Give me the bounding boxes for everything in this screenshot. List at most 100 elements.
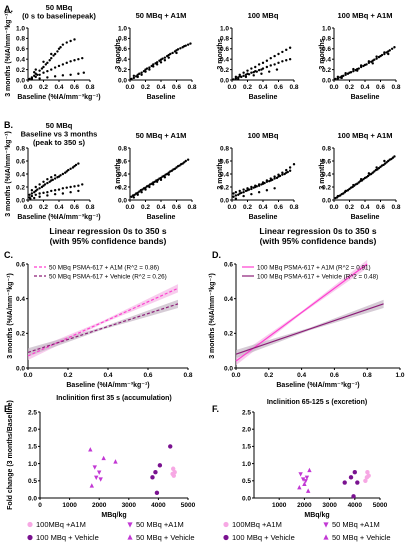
data-point xyxy=(171,473,176,478)
x-tick-label: 0.2 xyxy=(243,84,252,91)
data-point xyxy=(355,480,360,485)
y-tick-label: 0.8 xyxy=(16,145,25,152)
data-point xyxy=(132,196,136,199)
y-tick-label: 0.2 xyxy=(16,67,25,74)
chart-title: 100 MBq xyxy=(248,11,279,20)
y-tick-label: 0.0 xyxy=(28,495,37,502)
data-point xyxy=(51,178,54,182)
data-point xyxy=(77,162,80,165)
shared-legend: 100MBq +A1M 100MBq +A1M 50 MBq +A1M 50 MBq … xyxy=(27,520,391,542)
data-point xyxy=(34,75,37,79)
x-tick-label: 0.4 xyxy=(360,84,369,91)
data-point xyxy=(65,186,68,189)
data-point xyxy=(53,75,57,78)
x-tick-label: 0.6 xyxy=(143,372,152,379)
x-axis-label: Baseline xyxy=(351,214,380,221)
data-point xyxy=(56,50,59,53)
data-point xyxy=(238,73,241,77)
y-tick-label: 0.2 xyxy=(118,67,127,74)
x-tick-label: 0.2 xyxy=(141,84,150,91)
data-point xyxy=(163,176,167,179)
y-tick-label: 0.8 xyxy=(322,145,331,152)
data-point-triangle-down xyxy=(97,470,102,475)
data-point xyxy=(69,185,72,189)
data-point xyxy=(148,66,151,69)
legend-label: 100 MBq PSMA-617 + Vehicle (R^2 = 0.48) xyxy=(257,273,378,280)
chart-title: (with 95% confidence bands) xyxy=(260,236,377,246)
data-point xyxy=(77,189,80,193)
x-tick-label: 0.0 xyxy=(227,204,236,211)
data-point xyxy=(250,187,253,191)
x-tick-label: 1000 xyxy=(272,502,287,509)
x-axis-label: Baseline xyxy=(249,94,278,101)
data-point xyxy=(359,64,363,67)
x-tick-label: 0.8 xyxy=(183,372,192,379)
chart-title: Linear regression 0s to 350 s xyxy=(49,226,166,236)
data-point-triangle-up xyxy=(302,481,307,486)
data-point xyxy=(184,44,187,47)
data-point xyxy=(365,470,370,475)
x-tick-label: 0.2 xyxy=(39,204,48,211)
data-point-triangle-down xyxy=(98,477,103,482)
x-tick-label: 0.4 xyxy=(258,204,267,211)
x-axis-label: Baseline xyxy=(249,214,278,221)
y-axis-label: 3 months (%IA/mm⁻³kg⁻¹) xyxy=(5,11,12,97)
data-point xyxy=(30,78,34,81)
data-point xyxy=(265,179,269,182)
data-point xyxy=(38,69,41,72)
data-point xyxy=(292,163,296,166)
x-tick-label: 0.4 xyxy=(103,372,112,379)
y-tick-label: 0.6 xyxy=(224,261,233,268)
legend-label: 100 MBq + Vehicle xyxy=(232,533,295,542)
data-point xyxy=(250,67,253,70)
legend-label: 50 MBq PSMA-617 + Vehicle (R^2 = 0.26) xyxy=(49,273,167,280)
data-point xyxy=(77,58,80,61)
data-point xyxy=(175,51,178,55)
data-point xyxy=(29,197,32,200)
x-axis-label: Baseline xyxy=(147,214,176,221)
y-tick-label: 0.6 xyxy=(220,46,229,53)
data-point xyxy=(42,191,45,195)
data-point xyxy=(38,187,41,190)
data-point xyxy=(189,42,192,45)
x-tick-label: 0.8 xyxy=(391,204,400,211)
chart-title: 100 MBq xyxy=(248,131,279,140)
y-tick-label: 0.0 xyxy=(118,77,127,84)
data-point xyxy=(148,68,151,71)
chart-panel-b2: 50 MBq + A1M 0.0 0.2 0.4 0.6 0.8 0.0 0.2 0.4 0.6 0… xyxy=(115,131,197,221)
data-point xyxy=(73,185,76,188)
y-tick-label: 1.0 xyxy=(16,25,25,32)
y-tick-label: 0.4 xyxy=(224,296,233,303)
y-tick-label: 0.4 xyxy=(118,57,127,64)
y-tick-label: 0.0 xyxy=(16,77,25,84)
x-tick-label: 5000 xyxy=(373,502,388,509)
x-tick-label: 0.4 xyxy=(258,84,267,91)
regression-line xyxy=(27,303,179,353)
data-point xyxy=(171,51,174,55)
data-point xyxy=(155,180,159,183)
data-point xyxy=(36,73,39,77)
chart-title: Inclinition first 35 s (accumulation) xyxy=(56,395,172,402)
chart-panel-c: Linear regression 0s to 350 s(with 95% c… xyxy=(4,226,193,389)
x-tick-label: 0.6 xyxy=(274,84,283,91)
y-axis-label: 3 months xyxy=(319,158,326,189)
y-tick-label: 0.0 xyxy=(16,365,25,372)
data-point xyxy=(155,63,159,66)
data-point-triangle-down xyxy=(300,477,306,482)
x-tick-label: 0.6 xyxy=(172,84,181,91)
legend-label: 100 MBq + Vehicle xyxy=(36,533,99,542)
y-tick-label: 0.5 xyxy=(242,478,251,485)
data-point xyxy=(269,177,272,180)
y-axis-label: 3 months (%IA/mm⁻³kg⁻¹) xyxy=(5,131,12,217)
chart-panel-f: Inclinition 65-125 s (excretion) 1000 2000… xyxy=(212,399,388,519)
data-point xyxy=(27,534,33,541)
chart-title: 100 MBq + A1M xyxy=(338,11,393,20)
data-point xyxy=(342,74,345,78)
data-point xyxy=(393,46,396,49)
legend-label: 50 MBq + Vehicle xyxy=(332,533,391,542)
y-tick-label: 0.6 xyxy=(118,158,127,165)
x-tick-label: 0.6 xyxy=(172,204,181,211)
data-point xyxy=(269,56,272,60)
data-point xyxy=(65,41,68,44)
chart-title: Inclinition 65-125 s (excretion) xyxy=(267,399,367,406)
